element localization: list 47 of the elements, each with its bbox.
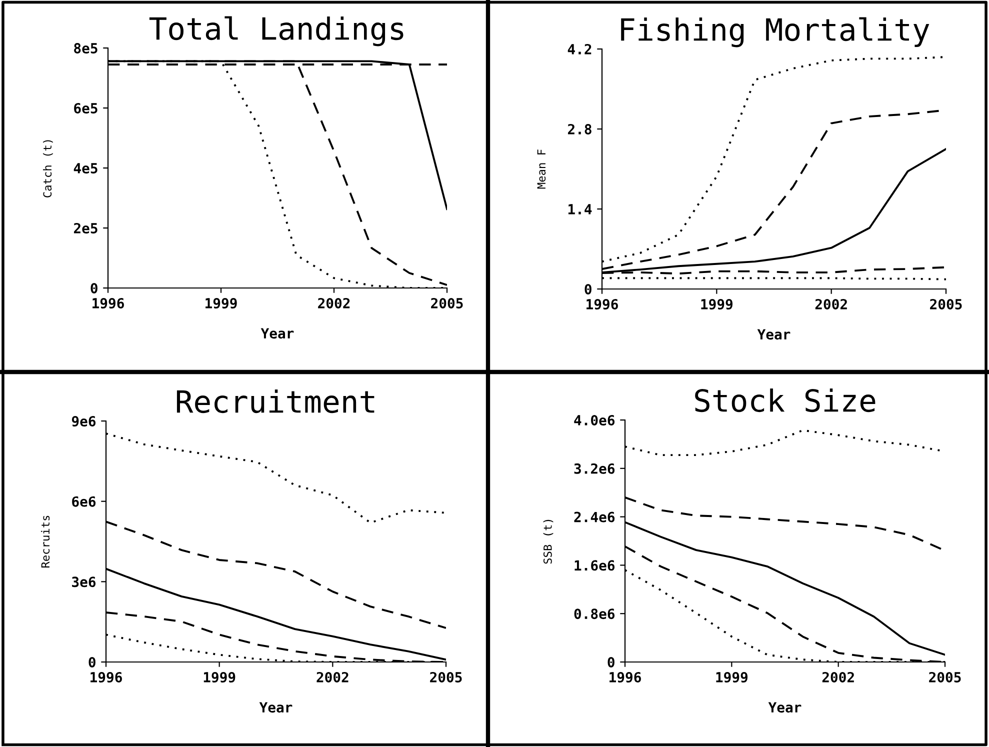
x-tick-label: 1999 [204, 672, 236, 683]
x-tick-label: 2005 [930, 298, 962, 310]
chart-title: Total Landings [149, 16, 404, 46]
chart-title: Recruitment [176, 389, 374, 414]
x-tick-label: 2005 [929, 672, 961, 682]
y-tick-label: 9e6 [72, 416, 96, 427]
y-tick-label: 1.4 [568, 204, 592, 214]
y-tick-label: 2.4e6 [574, 512, 615, 522]
chart-title: Stock Size [695, 388, 876, 412]
x-tick-label: 2005 [431, 298, 463, 308]
x-tick-label: 1996 [610, 672, 641, 683]
y-tick-label: 6e5 [74, 102, 98, 114]
x-axis-title: Year [260, 328, 294, 339]
x-axis-title: Year [768, 702, 802, 713]
x-tick-label: 2002 [318, 298, 350, 308]
x-tick-label: 2002 [316, 672, 348, 682]
x-tick-label: 1996 [92, 298, 124, 309]
y-tick-label: 2.8 [568, 124, 592, 134]
x-axis-title: Year [757, 329, 790, 340]
x-tick-label: 1999 [701, 299, 733, 310]
y-tick-label: 0.8e6 [574, 608, 615, 620]
y-tick-label: 0 [584, 284, 592, 294]
y-tick-label: 4.2 [568, 44, 592, 54]
x-tick-label: 1996 [90, 672, 122, 683]
y-axis-title: Catch (t) [42, 140, 53, 198]
y-axis-title: Recruits [40, 516, 50, 568]
y-tick-label: 8e5 [74, 42, 98, 54]
y-tick-label: 1.6e6 [574, 560, 615, 571]
y-tick-label: 0 [88, 656, 96, 668]
x-tick-label: 2005 [430, 672, 462, 682]
y-tick-label: 6e6 [72, 496, 96, 507]
y-tick-label: 4e5 [74, 163, 98, 174]
y-tick-label: 0 [90, 282, 98, 294]
y-axis-title: SSB (t) [543, 520, 554, 564]
x-tick-label: 1999 [206, 298, 237, 309]
x-tick-label: 1999 [716, 672, 748, 683]
y-tick-label: 0 [608, 656, 614, 668]
x-axis-title: Year [259, 702, 292, 713]
y-tick-label: 2e5 [74, 222, 98, 234]
chart-title: Fishing Mortality [621, 17, 930, 48]
y-tick-label: 3.2e6 [574, 463, 615, 474]
x-tick-label: 1996 [586, 298, 618, 310]
x-tick-label: 2002 [815, 298, 847, 310]
y-axis-title: Mean F [537, 150, 546, 189]
y-tick-label: 3e6 [72, 576, 96, 588]
y-tick-label: 4.0e6 [574, 414, 615, 426]
x-tick-label: 2002 [822, 672, 854, 682]
